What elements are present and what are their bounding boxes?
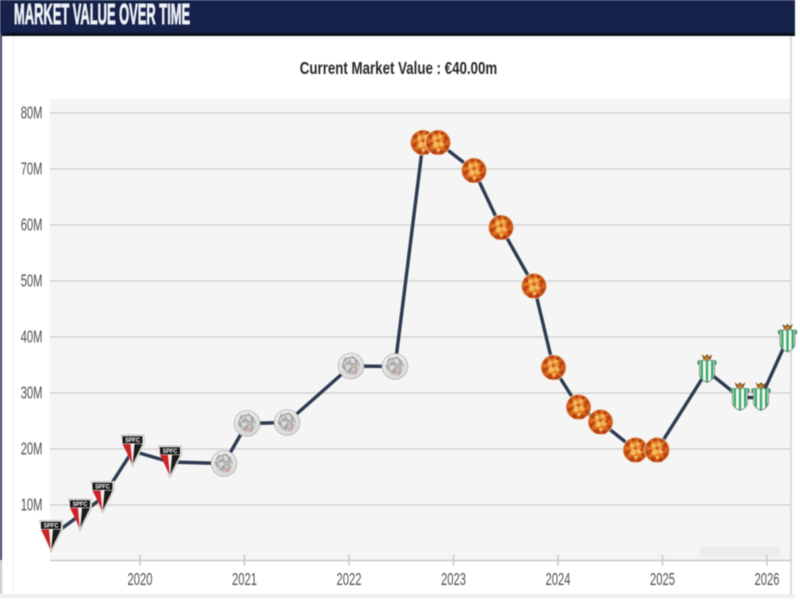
svg-text:2022: 2022 xyxy=(337,571,362,590)
svg-text:20M: 20M xyxy=(21,440,43,459)
svg-text:2020: 2020 xyxy=(128,571,153,590)
svg-text:2021: 2021 xyxy=(232,571,257,590)
svg-text:30M: 30M xyxy=(21,384,43,403)
svg-text:50M: 50M xyxy=(21,272,43,291)
svg-text:40M: 40M xyxy=(21,328,43,347)
svg-text:2024: 2024 xyxy=(546,571,571,590)
svg-text:2025: 2025 xyxy=(650,571,675,590)
svg-text:2023: 2023 xyxy=(441,571,466,590)
svg-text:60M: 60M xyxy=(21,216,43,235)
svg-text:10M: 10M xyxy=(21,496,43,515)
svg-text:80M: 80M xyxy=(21,104,43,123)
svg-text:70M: 70M xyxy=(21,160,43,179)
svg-text:2026: 2026 xyxy=(755,571,780,590)
